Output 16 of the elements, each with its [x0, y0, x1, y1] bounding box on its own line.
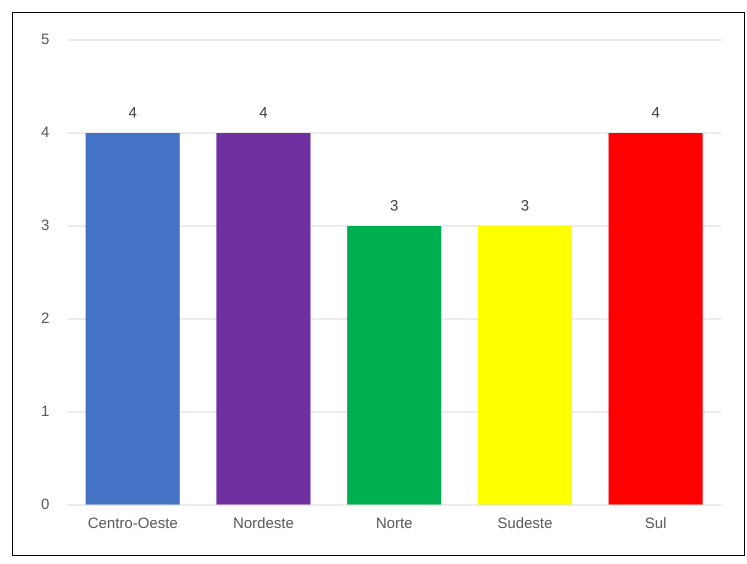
x-tick-label: Norte: [376, 515, 413, 532]
x-tick-label: Sudeste: [497, 515, 552, 532]
x-tick-label: Sul: [644, 515, 666, 532]
data-label: 4: [128, 104, 137, 122]
x-tick-label: Nordeste: [233, 515, 294, 532]
data-label: 4: [259, 104, 268, 122]
data-label: 4: [651, 104, 660, 122]
y-tick-label: 3: [41, 217, 50, 234]
y-tick-label: 0: [41, 496, 50, 514]
y-tick-label: 4: [41, 124, 50, 142]
y-tick-label: 1: [41, 403, 50, 420]
x-tick-label: Centro-Oeste: [88, 515, 178, 532]
data-label: 3: [520, 198, 530, 215]
data-label: 3: [390, 198, 398, 215]
y-tick-label: 5: [41, 31, 50, 48]
y-tick-label: 2: [41, 310, 50, 328]
